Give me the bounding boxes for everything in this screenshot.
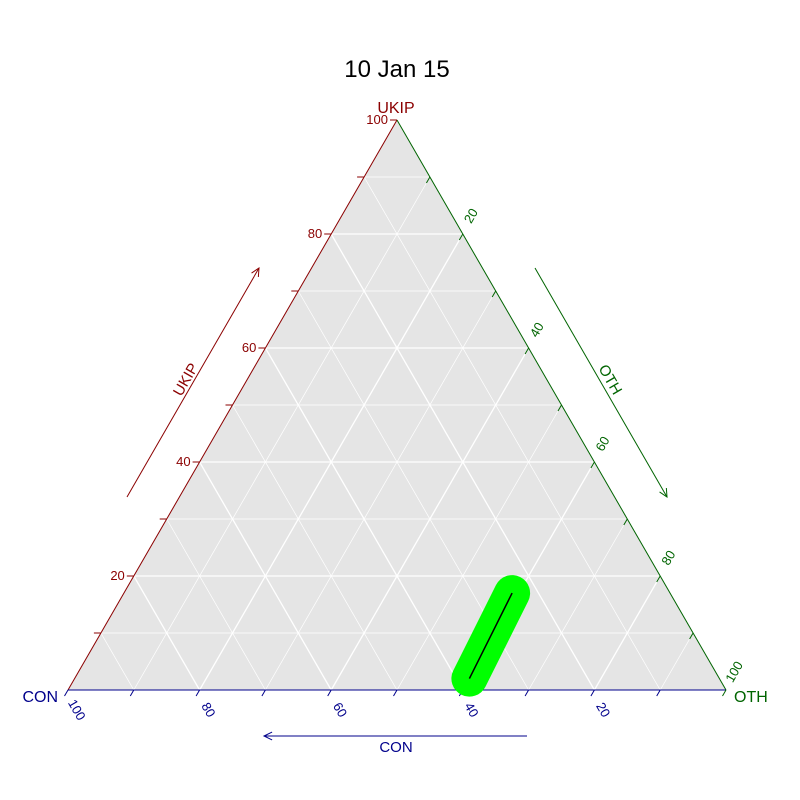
series-0-line [468, 592, 513, 679]
ukip-vertex-label: UKIP [377, 100, 414, 117]
con-tick-label-80: 80 [198, 700, 218, 720]
con-tick-label-100: 100 [65, 697, 89, 723]
gridlines [100, 176, 694, 691]
gridline-oth-70 [528, 518, 628, 691]
ukip-tick-label-20: 20 [110, 568, 124, 583]
con-tick-label-40: 40 [462, 700, 482, 720]
con-ticks: 20 40 60 80 100 [64, 689, 661, 723]
gridline-con-90 [100, 632, 135, 691]
ukip-arrow-head [251, 267, 260, 278]
oth-tick-100 [722, 689, 727, 697]
ukip-tick-label-40: 40 [176, 454, 190, 469]
oth-tick-90 [689, 632, 694, 640]
con-tick-50 [393, 689, 398, 697]
oth-tick-60 [590, 461, 595, 469]
oth-tick-label-60: 60 [592, 434, 612, 454]
chart-title: 10 Jan 15 [344, 56, 449, 83]
con-tick-label-20: 20 [593, 700, 613, 720]
ukip-direction-arrow [126, 267, 260, 498]
con-tick-70 [261, 689, 266, 697]
gridline-con-60 [199, 461, 332, 691]
ukip-ticks: 20 40 60 80 100 [93, 112, 397, 634]
gridline-oth-80 [593, 575, 661, 691]
ukip-tick-label-60: 60 [242, 340, 256, 355]
oth-tick-30 [491, 290, 497, 298]
con-arrow-head [262, 731, 273, 741]
con-vertex-label: CON [22, 689, 58, 706]
oth-tick-40 [524, 347, 530, 355]
oth-ticks: 20 40 60 80 100 [425, 176, 746, 697]
con-tick-100 [64, 689, 69, 697]
gridline-oth-90 [659, 632, 694, 691]
oth-tick-50 [557, 404, 562, 412]
gridline-oth-30 [265, 290, 497, 691]
ukip-tick-label-80: 80 [308, 226, 322, 241]
oth-vertex-label: OTH [734, 689, 768, 706]
oth-tick-label-40: 40 [527, 320, 547, 340]
gridline-oth-10 [133, 176, 431, 691]
con-tick-60 [327, 689, 332, 697]
oth-tick-80 [656, 575, 661, 583]
ukip-tick-label-100: 100 [366, 112, 388, 127]
con-tick-90 [129, 689, 135, 697]
oth-tick-label-100: 100 [722, 659, 746, 685]
gridline-con-80 [133, 575, 201, 691]
oth-tick-label-80: 80 [658, 548, 678, 568]
gridline-oth-50 [396, 404, 562, 691]
con-tick-30 [524, 689, 530, 697]
ukip-arrow-shaft [126, 267, 260, 498]
oth-tick-70 [623, 518, 628, 526]
oth-arrow-shaft [534, 267, 668, 498]
oth-direction-arrow [534, 267, 668, 498]
con-tick-label-60: 60 [330, 700, 350, 720]
con-axis-title: CON [379, 739, 412, 756]
oth-arrow-head [659, 487, 668, 498]
con-tick-10 [656, 689, 661, 697]
oth-tick-20 [458, 233, 464, 241]
oth-tick-10 [425, 176, 431, 184]
oth-tick-label-20: 20 [461, 206, 481, 226]
gridline-con-10 [363, 176, 661, 691]
con-tick-80 [195, 689, 201, 697]
con-direction-arrow [262, 731, 527, 741]
ukip-axis-title: UKIP [170, 360, 202, 399]
gridline-con-70 [166, 518, 266, 691]
gridline-con-50 [232, 404, 398, 691]
con-tick-20 [590, 689, 595, 697]
series-layer [451, 575, 531, 697]
